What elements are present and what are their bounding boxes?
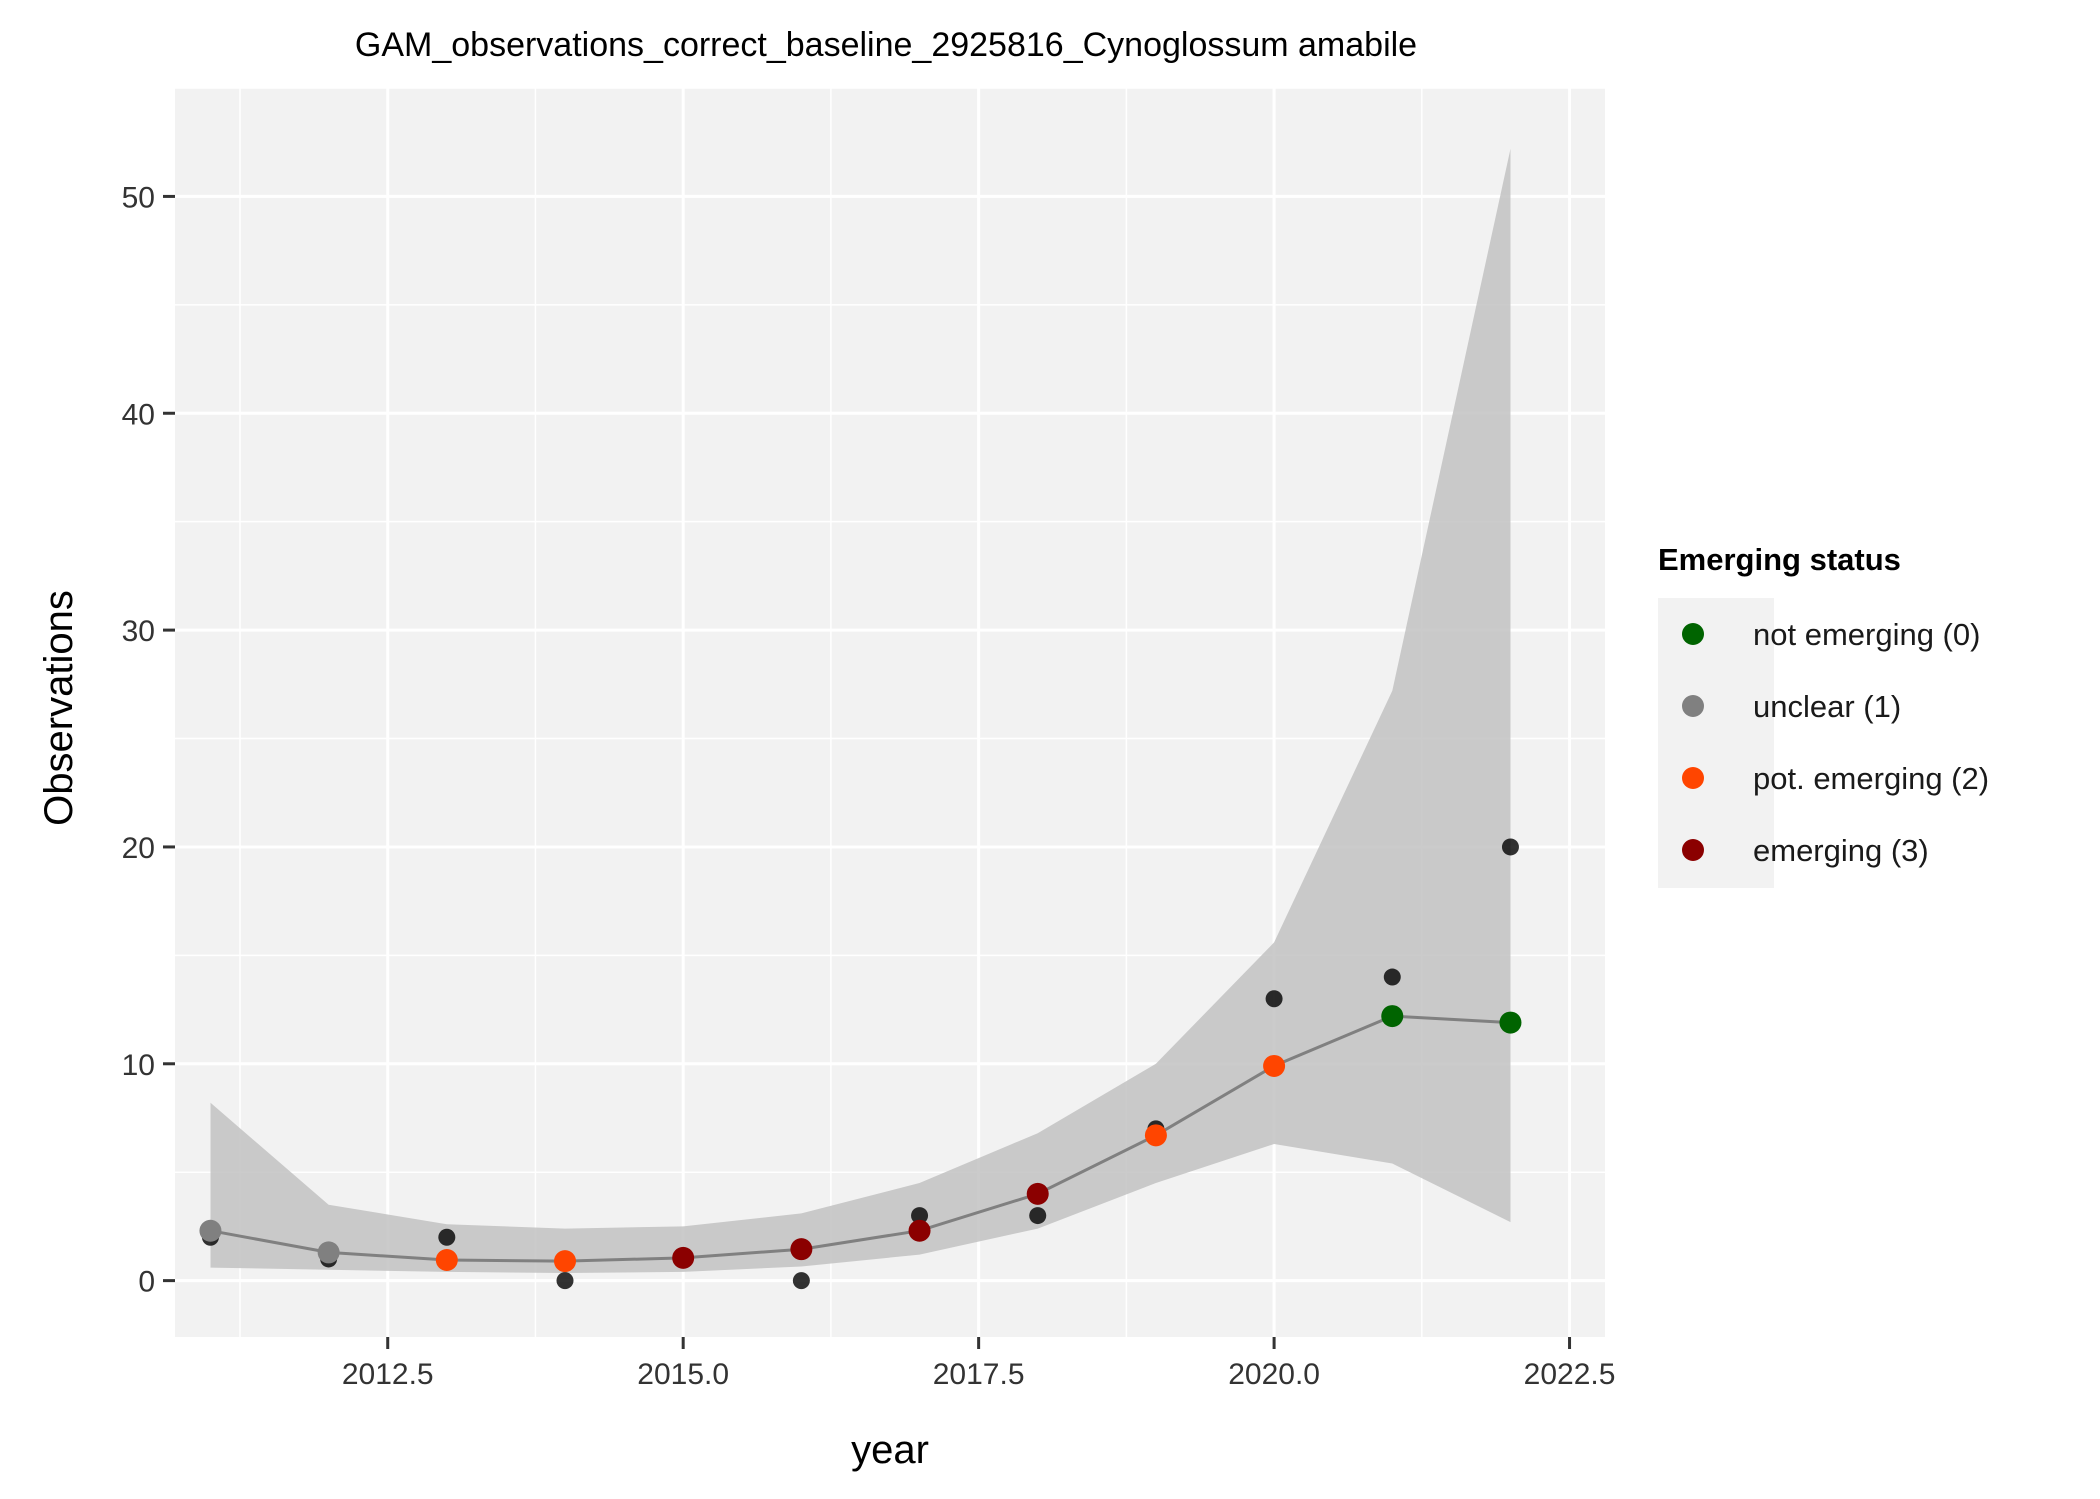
legend-items: not emerging (0) unclear (1) pot. emerging… — [1682, 617, 1989, 868]
fitted-point — [554, 1250, 576, 1273]
legend-title: Emerging status — [1658, 542, 1901, 577]
minor-gridlines — [175, 87, 1605, 1337]
y-axis: 0 10 20 30 40 50 — [122, 181, 175, 1299]
fitted-point — [1499, 1011, 1522, 1034]
legend-swatch — [1682, 695, 1704, 717]
confidence-band — [210, 148, 1511, 1274]
x-axis-title: year — [851, 1428, 929, 1472]
x-tick-label: 2015.0 — [637, 1358, 729, 1391]
legend-label: not emerging (0) — [1753, 617, 1980, 652]
fitted-point — [908, 1219, 931, 1242]
fitted-point — [1381, 1005, 1404, 1028]
y-tick-label: 20 — [122, 832, 155, 865]
x-tick-label: 2022.5 — [1524, 1358, 1616, 1391]
observed-point — [1501, 838, 1519, 856]
fitted-point — [1263, 1054, 1286, 1077]
y-tick-label: 50 — [122, 181, 155, 214]
y-axis-title: Observations — [37, 590, 81, 826]
observed-point — [792, 1272, 810, 1290]
observed-point — [1383, 968, 1401, 986]
fitted-point — [1144, 1124, 1167, 1147]
x-tick-label: 2020.0 — [1228, 1358, 1320, 1391]
legend-label: unclear (1) — [1753, 689, 1901, 724]
fitted-point — [1026, 1182, 1049, 1205]
chart-title: GAM_observations_correct_baseline_292581… — [355, 26, 1417, 64]
y-tick-label: 40 — [122, 398, 155, 431]
observed-point — [1265, 990, 1283, 1008]
x-axis: 2012.5 2015.0 2017.5 2020.0 2022.5 — [342, 1337, 1616, 1391]
y-tick-label: 0 — [138, 1266, 155, 1299]
fitted-point — [199, 1219, 222, 1242]
fitted-status-points — [199, 1005, 1522, 1273]
legend-swatch — [1682, 839, 1704, 861]
fitted-point — [672, 1246, 695, 1269]
legend-label: emerging (3) — [1753, 833, 1929, 868]
observed-point — [438, 1228, 456, 1246]
y-tick-label: 30 — [122, 615, 155, 648]
x-tick-label: 2012.5 — [342, 1358, 434, 1391]
fitted-point — [790, 1238, 813, 1261]
fitted-point — [317, 1241, 340, 1264]
legend-label: pot. emerging (2) — [1753, 761, 1989, 796]
observed-point — [556, 1272, 574, 1290]
fit-line — [210, 1014, 1511, 1263]
fitted-point — [435, 1249, 458, 1272]
legend-swatch — [1682, 623, 1704, 645]
legend-swatch — [1682, 767, 1704, 789]
legend-key-background — [1658, 598, 1774, 888]
observed-point — [911, 1207, 929, 1225]
legend: Emerging status not emerging (0) unclear … — [1658, 542, 1989, 888]
x-tick-label: 2017.5 — [933, 1358, 1025, 1391]
y-tick-label: 10 — [122, 1049, 155, 1082]
observed-point — [1029, 1207, 1047, 1225]
